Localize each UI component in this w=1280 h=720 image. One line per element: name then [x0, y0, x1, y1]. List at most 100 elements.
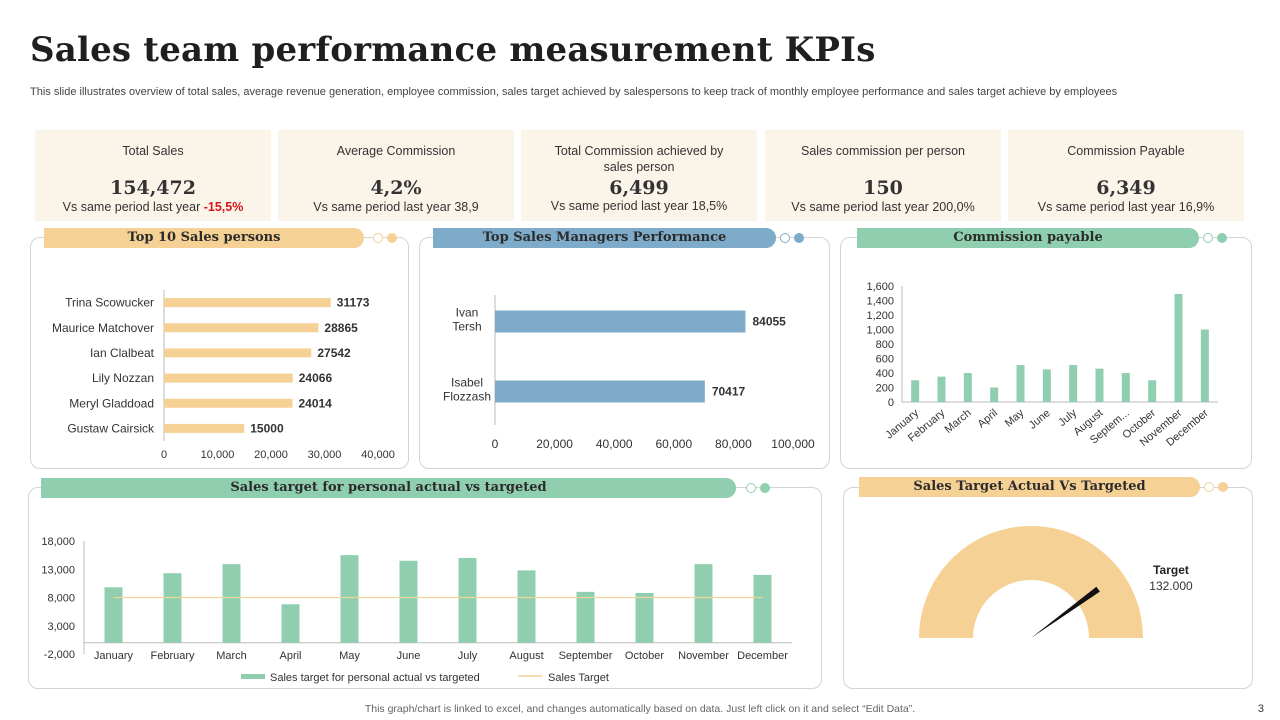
bar — [990, 387, 999, 402]
managers-ribbon: Top Sales Managers Performance — [433, 228, 776, 248]
ribbon-ring-icon — [373, 233, 383, 243]
kpi-card-total-sales[interactable]: Total Sales 154,472 Vs same period last … — [35, 130, 271, 221]
bar — [963, 373, 972, 402]
bar — [104, 587, 123, 643]
bar — [163, 573, 182, 643]
kpi-comparison-text: Vs same period last year — [550, 199, 692, 213]
tick-label: 1,000 — [866, 325, 894, 337]
category-label: Lily Nozzan — [92, 371, 154, 385]
ribbon-dot-icon — [1218, 482, 1228, 492]
kpi-comparison-value: 16,9% — [1178, 200, 1215, 214]
kpi-card-commission-per-person[interactable]: Sales commission per person 150 Vs same … — [765, 130, 1001, 221]
tick-label: 0 — [888, 397, 894, 409]
tick-label: 20,000 — [536, 437, 573, 451]
bar — [1016, 365, 1025, 402]
bar — [517, 570, 536, 643]
category-label: March — [216, 650, 247, 662]
bar — [164, 373, 293, 383]
tick-label: 1,400 — [866, 296, 894, 308]
legend-label: Sales target for personal actual vs targ… — [270, 672, 480, 684]
tick-label: 0 — [161, 449, 167, 461]
category-label: March — [943, 407, 974, 436]
bar — [1174, 293, 1183, 402]
category-label: April — [976, 407, 1001, 430]
category-label: January — [94, 650, 134, 662]
bar — [399, 560, 418, 643]
category-label: Trina Scowucker — [65, 296, 154, 310]
tick-label: 8,000 — [47, 593, 75, 605]
gauge-arc — [919, 526, 1143, 638]
kpi-value: 6,499 — [609, 177, 669, 199]
bar — [1069, 365, 1078, 402]
ribbon-ring-icon — [1203, 233, 1213, 243]
bar — [164, 423, 245, 433]
tick-label: 100,000 — [771, 437, 815, 451]
commission-ribbon: Commission payable — [857, 228, 1199, 248]
category-label: Ivan — [456, 306, 479, 320]
data-label: 24066 — [299, 371, 333, 385]
bar — [340, 555, 359, 643]
category-label: February — [150, 650, 195, 662]
tick-label: 800 — [876, 339, 894, 351]
target-personal-panel — [28, 487, 822, 689]
kpi-card-commission-payable[interactable]: Commission Payable 6,349 Vs same period … — [1008, 130, 1244, 221]
gauge-label: Target — [1153, 563, 1189, 577]
category-label: September — [559, 650, 613, 662]
bar — [164, 323, 319, 333]
top-sales-ribbon: Top 10 Sales persons — [44, 228, 364, 248]
bar — [753, 574, 772, 643]
kpi-comparison-value: 18,5% — [691, 199, 728, 213]
gauge-value: 132.000 — [1149, 579, 1193, 593]
ribbon-ring-icon — [1204, 482, 1214, 492]
bar — [1042, 369, 1051, 402]
data-label: 27542 — [317, 346, 351, 360]
category-label: Maurice Matchover — [52, 321, 154, 335]
ribbon-dot-icon — [760, 483, 770, 493]
ribbon-ring-icon — [746, 483, 756, 493]
tick-label: 40,000 — [361, 449, 395, 461]
page-number: 3 — [1257, 703, 1264, 715]
kpi-value: 150 — [863, 177, 903, 199]
category-label: November — [678, 650, 729, 662]
bar — [911, 380, 920, 402]
kpi-comparison-value: -15,5% — [203, 200, 244, 214]
tick-label: 20,000 — [254, 449, 288, 461]
bar — [1200, 329, 1209, 402]
kpi-label: Commission Payable — [1067, 144, 1185, 158]
commission-panel — [840, 237, 1252, 469]
bar — [1095, 368, 1104, 402]
page-title: Sales team performance measurement KPIs — [30, 30, 876, 70]
tick-label: 80,000 — [715, 437, 752, 451]
kpi-comparison-value: 200,0% — [932, 200, 975, 214]
bar — [281, 604, 300, 643]
category-label: May — [339, 650, 360, 662]
category-label: Tersh — [452, 320, 481, 334]
bar — [164, 348, 312, 358]
bar — [694, 564, 713, 643]
target-gauge-ribbon: Sales Target Actual Vs Targeted — [859, 477, 1200, 497]
category-label: Meryl Gladdoad — [69, 396, 154, 410]
kpi-comparison-value: 38,9 — [454, 200, 479, 214]
kpi-comparison: Vs same period last year -15,5% — [35, 200, 271, 214]
kpi-comparison-text: Vs same period last year — [313, 200, 455, 214]
tick-label: 60,000 — [655, 437, 692, 451]
managers-panel — [419, 237, 830, 469]
ribbon-dot-icon — [1217, 233, 1227, 243]
bar — [222, 564, 241, 643]
tick-label: 400 — [876, 368, 894, 380]
kpi-card-average-commission[interactable]: Average Commission 4,2% Vs same period l… — [278, 130, 514, 221]
kpi-comparison: Vs same period last year 18,5% — [521, 199, 757, 213]
category-label: April — [279, 650, 301, 662]
category-label: October — [625, 650, 664, 662]
tick-label: 600 — [876, 354, 894, 366]
kpi-card-total-commission[interactable]: Total Commission achieved by sales perso… — [521, 130, 757, 221]
ribbon-dot-icon — [794, 233, 804, 243]
ribbon-dot-icon — [387, 233, 397, 243]
kpi-comparison: Vs same period last year 200,0% — [765, 200, 1001, 214]
category-label: December — [737, 650, 788, 662]
tick-label: 30,000 — [308, 449, 342, 461]
tick-label: 13,000 — [41, 564, 75, 576]
bar — [458, 557, 477, 643]
tick-label: 1,600 — [866, 281, 894, 293]
